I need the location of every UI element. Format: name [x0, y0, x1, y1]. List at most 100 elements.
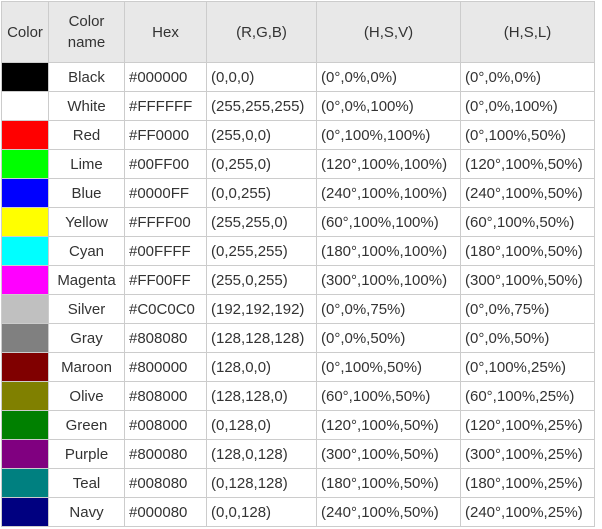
color-swatch-cell: [1, 265, 49, 295]
color-name-cell: Lime: [48, 149, 125, 179]
table-row: Yellow #FFFF00 (255,255,0) (60°,100%,100%)(…: [1, 207, 595, 237]
color-swatch-cell: [1, 410, 49, 440]
color-name-cell: Maroon: [48, 352, 125, 382]
table-row: Purple #800080 (128,0,128) (300°,100%,50%)(…: [1, 439, 595, 469]
hsv-cell: (240°,100%,50%): [316, 497, 461, 527]
color-name-cell: Magenta: [48, 265, 125, 295]
hsl-cell: (0°,0%,0%): [460, 62, 595, 92]
hsl-cell: (300°,100%,50%): [460, 265, 595, 295]
rgb-cell: (255,255,0): [206, 207, 317, 237]
header-rgb: (R,G,B): [206, 1, 317, 63]
hsl-cell: (240°,100%,50%): [460, 178, 595, 208]
hex-cell: #800000: [124, 352, 207, 382]
color-swatch-cell: [1, 323, 49, 353]
table-row: Blue #0000FF (0,0,255) (240°,100%,100%) (240…: [1, 178, 595, 208]
color-name-cell: Silver: [48, 294, 125, 324]
table-body: Black #000000 (0,0,0) (0°,0%,0%) (0°,0%,0%) W…: [1, 62, 595, 527]
color-name-cell: Red: [48, 120, 125, 150]
color-swatch: [2, 121, 48, 149]
hsv-cell: (240°,100%,100%): [316, 178, 461, 208]
color-swatch: [2, 295, 48, 323]
hex-cell: #800080: [124, 439, 207, 469]
hex-cell: #00FF00: [124, 149, 207, 179]
table-row: Silver #C0C0C0 (192,192,192) (0°,0%,75%) (0°…: [1, 294, 595, 324]
color-swatch: [2, 237, 48, 265]
header-color: Color: [1, 1, 49, 63]
color-name-cell: Purple: [48, 439, 125, 469]
hex-cell: #0000FF: [124, 178, 207, 208]
hex-cell: #808000: [124, 381, 207, 411]
hsl-cell: (0°,100%,50%): [460, 120, 595, 150]
table-row: Black #000000 (0,0,0) (0°,0%,0%) (0°,0%,0%): [1, 62, 595, 92]
color-swatch: [2, 179, 48, 207]
hsl-cell: (300°,100%,25%): [460, 439, 595, 469]
color-swatch: [2, 353, 48, 381]
rgb-cell: (0,0,0): [206, 62, 317, 92]
hsl-cell: (120°,100%,25%): [460, 410, 595, 440]
color-swatch: [2, 440, 48, 468]
color-swatch-cell: [1, 294, 49, 324]
color-name-cell: Gray: [48, 323, 125, 353]
hsl-cell: (240°,100%,25%): [460, 497, 595, 527]
hsv-cell: (300°,100%,100%): [316, 265, 461, 295]
hsl-cell: (60°,100%,50%): [460, 207, 595, 237]
rgb-cell: (0,0,255): [206, 178, 317, 208]
color-swatch-cell: [1, 352, 49, 382]
table-row: Navy #000080 (0,0,128) (240°,100%,50%) (240°…: [1, 497, 595, 527]
hex-cell: #FF0000: [124, 120, 207, 150]
hsl-cell: (0°,0%,75%): [460, 294, 595, 324]
table-row: Teal #008080 (0,128,128) (180°,100%,50%) (18…: [1, 468, 595, 498]
hex-cell: #000000: [124, 62, 207, 92]
color-name-cell: Yellow: [48, 207, 125, 237]
hex-cell: #00FFFF: [124, 236, 207, 266]
color-swatch-cell: [1, 149, 49, 179]
hsv-cell: (120°,100%,50%): [316, 410, 461, 440]
color-name-cell: Teal: [48, 468, 125, 498]
color-swatch-cell: [1, 468, 49, 498]
table-row: Red #FF0000 (255,0,0) (0°,100%,100%) (0°,100…: [1, 120, 595, 150]
header-hsl: (H,S,L): [460, 1, 595, 63]
hsv-cell: (0°,0%,100%): [316, 91, 461, 121]
hex-cell: #FF00FF: [124, 265, 207, 295]
color-swatch: [2, 92, 48, 120]
color-name-cell: Navy: [48, 497, 125, 527]
hsl-cell: (60°,100%,25%): [460, 381, 595, 411]
hex-cell: #008080: [124, 468, 207, 498]
color-swatch-cell: [1, 207, 49, 237]
hsl-cell: (0°,100%,25%): [460, 352, 595, 382]
color-swatch: [2, 208, 48, 236]
hsv-cell: (300°,100%,50%): [316, 439, 461, 469]
table-row: Maroon #800000 (128,0,0) (0°,100%,50%) (0°,1…: [1, 352, 595, 382]
color-swatch-cell: [1, 178, 49, 208]
table-row: Olive #808000 (128,128,0) (60°,100%,50%) (60…: [1, 381, 595, 411]
hex-cell: #FFFFFF: [124, 91, 207, 121]
hsl-cell: (120°,100%,50%): [460, 149, 595, 179]
rgb-cell: (128,0,0): [206, 352, 317, 382]
hsv-cell: (0°,100%,100%): [316, 120, 461, 150]
header-hsv: (H,S,V): [316, 1, 461, 63]
color-swatch-cell: [1, 91, 49, 121]
hex-cell: #FFFF00: [124, 207, 207, 237]
color-name-cell: Olive: [48, 381, 125, 411]
rgb-cell: (192,192,192): [206, 294, 317, 324]
color-name-cell: Cyan: [48, 236, 125, 266]
color-swatch-cell: [1, 497, 49, 527]
color-name-cell: Blue: [48, 178, 125, 208]
color-name-cell: White: [48, 91, 125, 121]
rgb-cell: (0,128,128): [206, 468, 317, 498]
rgb-cell: (128,128,128): [206, 323, 317, 353]
hsl-cell: (0°,0%,50%): [460, 323, 595, 353]
color-swatch: [2, 63, 48, 91]
color-swatch-cell: [1, 381, 49, 411]
hsv-cell: (0°,0%,0%): [316, 62, 461, 92]
color-swatch-cell: [1, 62, 49, 92]
hex-cell: #C0C0C0: [124, 294, 207, 324]
rgb-cell: (255,0,0): [206, 120, 317, 150]
hex-cell: #000080: [124, 497, 207, 527]
header-color-name: Color name: [48, 1, 125, 63]
color-swatch: [2, 469, 48, 497]
rgb-cell: (128,128,0): [206, 381, 317, 411]
hsv-cell: (120°,100%,100%): [316, 149, 461, 179]
hsl-cell: (180°,100%,50%): [460, 236, 595, 266]
color-name-cell: Black: [48, 62, 125, 92]
